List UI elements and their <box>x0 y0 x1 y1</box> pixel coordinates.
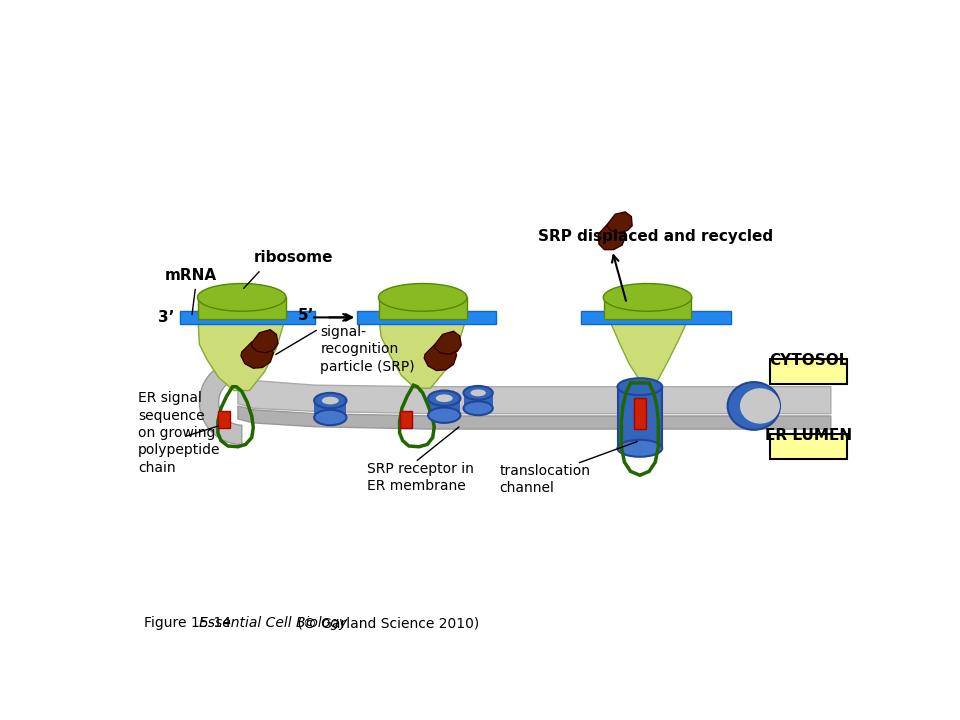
Polygon shape <box>238 406 830 429</box>
Polygon shape <box>606 318 689 381</box>
Ellipse shape <box>470 390 486 396</box>
Polygon shape <box>424 341 457 371</box>
Text: SRP displaced and recycled: SRP displaced and recycled <box>539 229 774 244</box>
Ellipse shape <box>740 388 780 423</box>
Ellipse shape <box>617 378 662 395</box>
Ellipse shape <box>428 408 461 423</box>
Polygon shape <box>435 331 461 354</box>
Ellipse shape <box>603 284 692 311</box>
Bar <box>314 400 347 418</box>
Polygon shape <box>241 339 274 368</box>
Text: Figure 15-14: Figure 15-14 <box>144 616 240 630</box>
Text: ER LUMEN: ER LUMEN <box>765 428 852 444</box>
Bar <box>604 297 691 319</box>
Ellipse shape <box>314 393 347 408</box>
Text: ribosome: ribosome <box>253 250 333 265</box>
Bar <box>581 311 731 323</box>
Text: CYTOSOL: CYTOSOL <box>769 353 848 368</box>
Ellipse shape <box>464 386 492 400</box>
Bar <box>428 398 461 415</box>
Ellipse shape <box>428 390 461 406</box>
Bar <box>399 411 412 428</box>
Text: Essential Cell Biology: Essential Cell Biology <box>200 616 348 630</box>
Polygon shape <box>198 318 286 390</box>
Ellipse shape <box>322 397 339 405</box>
Bar <box>357 311 496 323</box>
Polygon shape <box>238 379 830 414</box>
Polygon shape <box>608 212 632 233</box>
Bar <box>180 311 315 323</box>
Polygon shape <box>598 222 626 250</box>
Bar <box>218 411 230 428</box>
Text: ER signal
sequence
on growing
polypeptide
chain: ER signal sequence on growing polypeptid… <box>138 391 220 474</box>
Bar <box>464 393 492 408</box>
Text: translocation
channel: translocation channel <box>500 464 590 495</box>
Ellipse shape <box>728 382 780 430</box>
Ellipse shape <box>436 395 453 402</box>
Ellipse shape <box>378 284 467 311</box>
Bar <box>198 297 286 319</box>
Text: 5’: 5’ <box>298 308 314 323</box>
Polygon shape <box>200 360 242 444</box>
Text: (© Garland Science 2010): (© Garland Science 2010) <box>294 616 480 630</box>
Bar <box>634 398 646 429</box>
FancyBboxPatch shape <box>770 359 847 384</box>
Text: 3’: 3’ <box>158 310 175 325</box>
Polygon shape <box>252 330 278 353</box>
Ellipse shape <box>198 284 286 311</box>
Ellipse shape <box>617 440 662 456</box>
Ellipse shape <box>464 401 492 415</box>
FancyBboxPatch shape <box>770 434 847 459</box>
Polygon shape <box>379 318 467 388</box>
Text: signal-
recognition
particle (SRP): signal- recognition particle (SRP) <box>321 325 415 374</box>
Text: SRP receptor in
ER membrane: SRP receptor in ER membrane <box>368 462 474 493</box>
Bar <box>379 297 467 319</box>
Ellipse shape <box>314 410 347 426</box>
Text: mRNA: mRNA <box>165 268 217 283</box>
Bar <box>617 387 662 449</box>
